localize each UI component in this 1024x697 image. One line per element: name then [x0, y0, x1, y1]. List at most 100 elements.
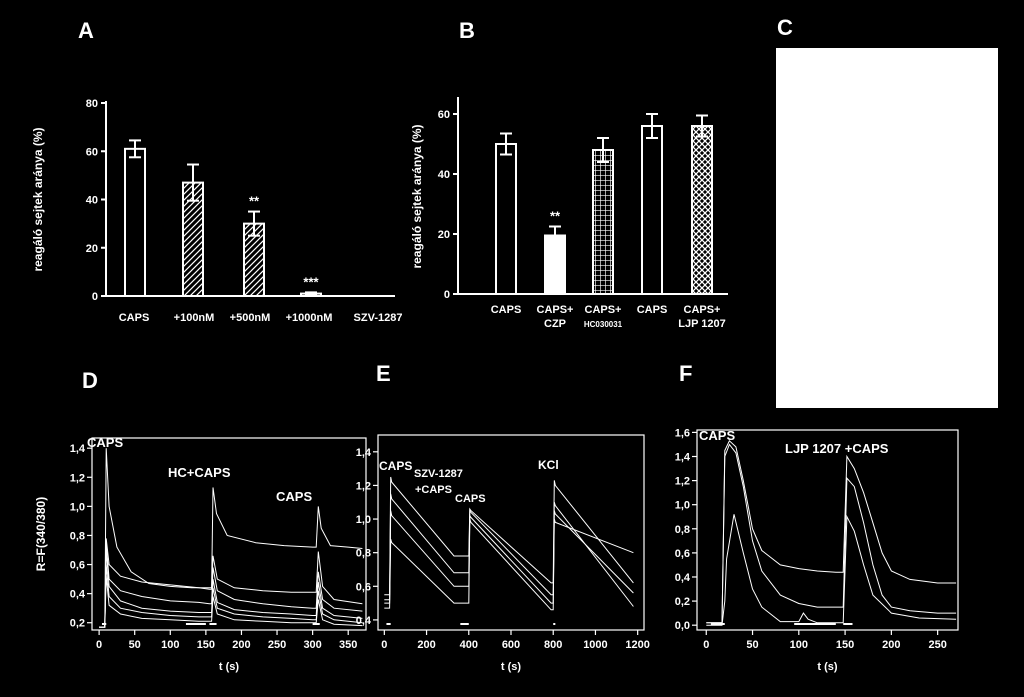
category-label-A-0: CAPS: [119, 312, 150, 324]
annotation-E-1: SZV-1287: [414, 468, 463, 480]
trace-E-2: [384, 510, 634, 604]
category-label-B-4: CAPS+: [684, 304, 721, 316]
y-tick-label-D: 0,6: [70, 560, 85, 572]
y-tick-label-D: 0,4: [70, 589, 86, 601]
x-tick-label-D: 300: [303, 639, 321, 651]
y-tick-label-D: 1,0: [70, 501, 85, 513]
annotation-E-2: +CAPS: [415, 484, 452, 496]
category-label-A-extra: SZV-1287: [354, 312, 403, 324]
trace-D-3: [99, 549, 363, 628]
bar-B-2: [592, 149, 614, 295]
y-tick-label-F: 0,0: [675, 620, 690, 632]
y-tick-label-F: 0,6: [675, 548, 690, 560]
category-label-A-3: +1000nM: [286, 312, 333, 324]
x-tick-label-F: 200: [882, 639, 900, 651]
annotation-D-0: CAPS: [87, 435, 123, 450]
bar-A-0: [124, 147, 146, 297]
x-tick-label-F: 0: [703, 639, 709, 651]
y-tick-label-A: 20: [86, 243, 98, 255]
category-label-A-2: +500nM: [230, 312, 271, 324]
x-tick-label-E: 800: [544, 639, 562, 651]
panel-label-F: F: [679, 361, 692, 386]
x-tick-label-D: 100: [161, 639, 179, 651]
panel-label-A: A: [78, 18, 94, 43]
annotation-E-3: CAPS: [455, 493, 486, 505]
x-tick-label-F: 250: [928, 639, 946, 651]
x-tick-label-E: 200: [417, 639, 435, 651]
annotation-E-0: CAPS: [379, 459, 412, 473]
trace-D-0: [99, 448, 363, 628]
x-tick-label-E: 1000: [583, 639, 607, 651]
panel-label-D: D: [82, 368, 98, 393]
category-label-B-2: CAPS+: [585, 304, 622, 316]
y-tick-label-F: 0,4: [675, 572, 691, 584]
y-tick-label-D: 0,2: [70, 618, 85, 630]
x-tick-label-D: 200: [232, 639, 250, 651]
trace-D-5: [99, 576, 363, 628]
x-tick-label-E: 0: [381, 639, 387, 651]
x-tick-label-F: 50: [746, 639, 758, 651]
plot-frame-F: [696, 429, 959, 631]
y-tick-label-E: 0,6: [356, 581, 371, 593]
y-tick-label-B: 40: [438, 169, 450, 181]
trace-D-1: [99, 538, 363, 628]
y-tick-label-E: 0,4: [356, 615, 372, 627]
trace-F-2: [706, 514, 957, 626]
trace-F-0: [706, 439, 957, 624]
annotation-E-4: KCl: [538, 458, 559, 472]
y-tick-label-A: 40: [86, 195, 98, 207]
y-tick-label-B: 20: [438, 229, 450, 241]
y-tick-label-B: 0: [444, 289, 450, 301]
y-tick-label-F: 1,6: [675, 427, 690, 439]
y-tick-label-F: 1,0: [675, 500, 690, 512]
panel-label-C: C: [777, 15, 793, 40]
annotation-D-2: CAPS: [276, 489, 312, 504]
trace-D-2: [99, 542, 363, 628]
category-label-B-2: HC030031: [584, 320, 623, 329]
y-tick-label-F: 0,2: [675, 596, 690, 608]
y-axis-label-B: reagáló sejtek aránya (%): [410, 124, 424, 268]
y-tick-label-B: 60: [438, 109, 450, 121]
y-tick-label-F: 1,4: [675, 452, 691, 464]
y-tick-label-E: 0,8: [356, 548, 371, 560]
plot-frame-D: [91, 437, 367, 631]
category-label-B-3: CAPS: [637, 304, 668, 316]
panel-label-B: B: [459, 18, 475, 43]
y-tick-label-F: 0,8: [675, 524, 690, 536]
category-label-A-1: +100nM: [174, 312, 215, 324]
x-tick-label-E: 1200: [625, 639, 649, 651]
y-tick-label-A: 80: [86, 98, 98, 110]
y-tick-label-D: 1,2: [70, 472, 85, 484]
significance-B-1: **: [550, 209, 561, 224]
x-tick-label-F: 150: [836, 639, 854, 651]
x-tick-label-F: 100: [790, 639, 808, 651]
x-tick-label-D: 250: [268, 639, 286, 651]
significance-A-3: ***: [303, 274, 319, 289]
bar-B-3: [641, 125, 663, 295]
significance-A-2: **: [249, 194, 260, 209]
plot-frame-E: [377, 434, 645, 631]
y-tick-label-E: 1,4: [356, 447, 372, 459]
category-label-B-0: CAPS: [491, 304, 522, 316]
x-axis-label-D: t (s): [219, 661, 240, 673]
category-label-B-1: CZP: [544, 318, 566, 330]
x-tick-label-D: 150: [197, 639, 215, 651]
trace-F-1: [706, 443, 957, 624]
trace-D-4: [99, 564, 363, 628]
x-axis-label-E: t (s): [501, 661, 522, 673]
annotation-D-1: HC+CAPS: [168, 465, 231, 480]
y-tick-label-A: 0: [92, 291, 98, 303]
panel-c-image: [776, 48, 998, 408]
y-tick-label-A: 60: [86, 146, 98, 158]
x-axis-label-F: t (s): [817, 661, 838, 673]
x-tick-label-E: 400: [460, 639, 478, 651]
y-tick-label-D: 0,8: [70, 530, 85, 542]
y-tick-label-E: 1,2: [356, 480, 371, 492]
panel-label-E: E: [376, 361, 391, 386]
y-tick-label-F: 1,2: [675, 476, 690, 488]
annotation-F-0: CAPS: [699, 428, 735, 443]
annotation-F-1: LJP 1207 +CAPS: [785, 441, 889, 456]
x-tick-label-D: 0: [96, 639, 102, 651]
y-tick-label-D: 1,4: [70, 443, 86, 455]
